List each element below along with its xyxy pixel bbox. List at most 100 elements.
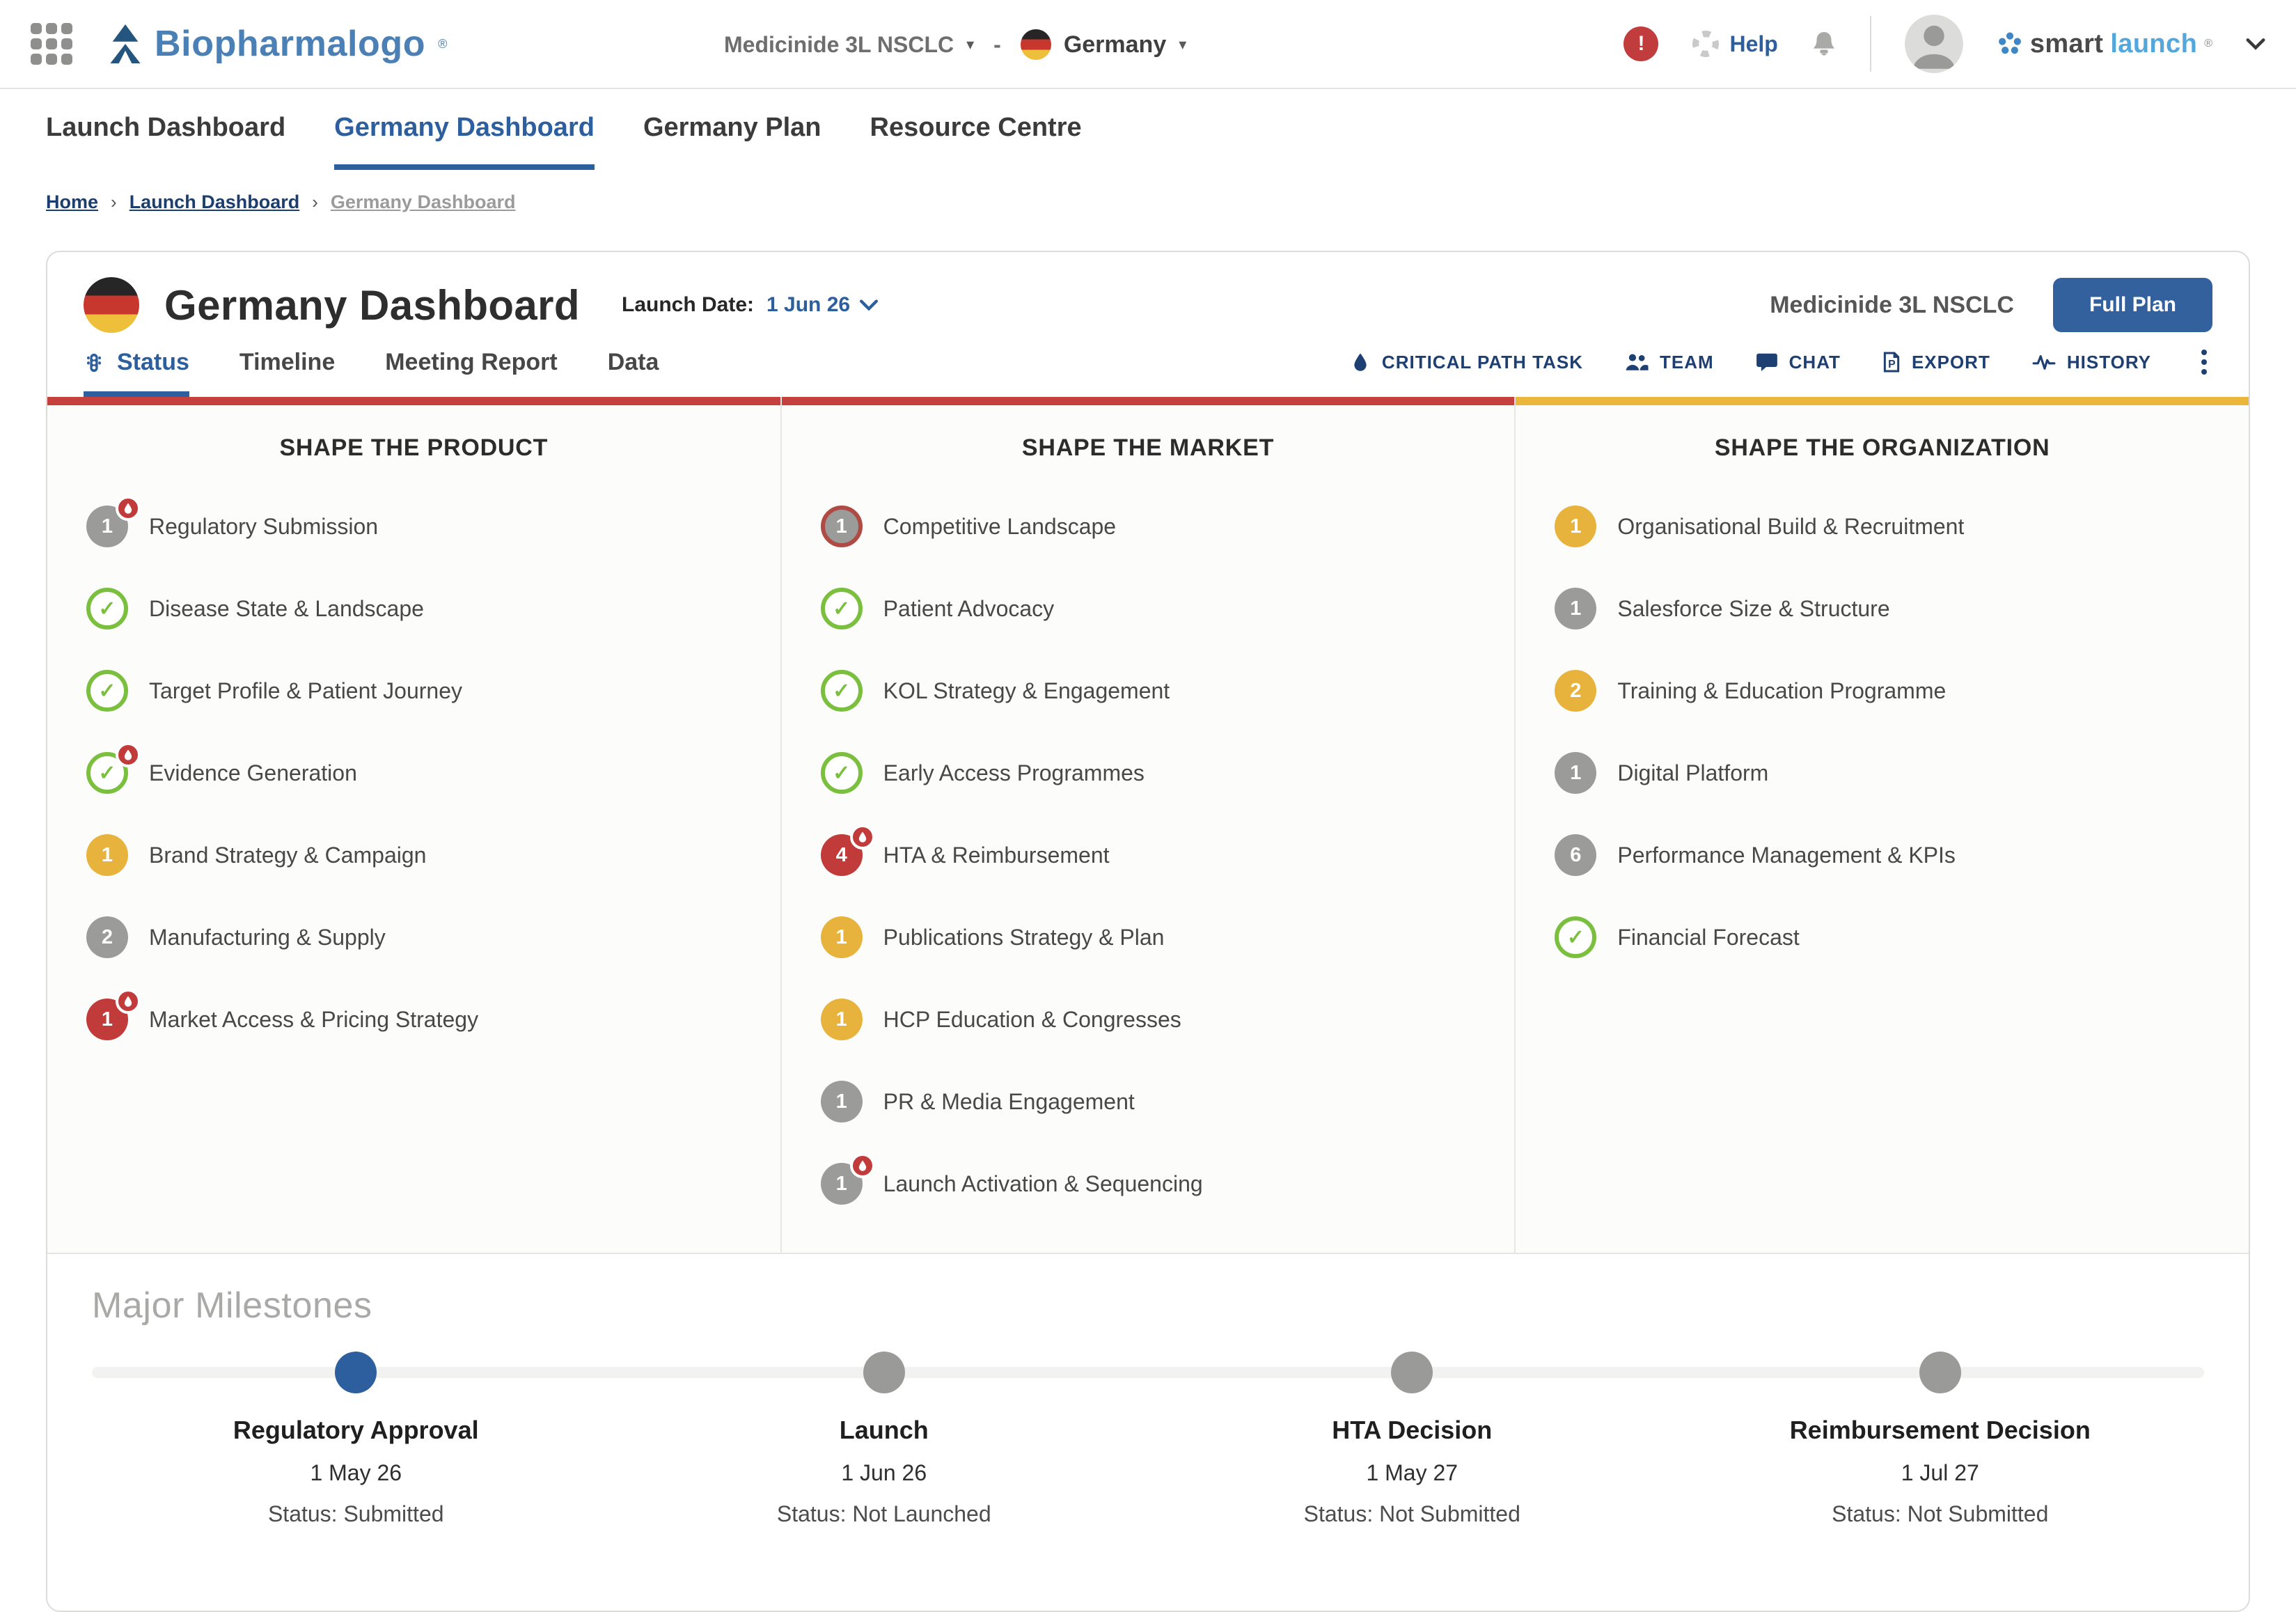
task-item-label: Launch Activation & Sequencing: [883, 1171, 1203, 1196]
milestones-track: Regulatory Approval 1 May 26 Status: Submi…: [92, 1352, 2204, 1527]
milestone-date: 1 Jul 27: [1901, 1460, 1979, 1485]
breadcrumb-link-home[interactable]: Home: [46, 191, 99, 212]
column-accent-bar: [781, 397, 1515, 405]
action-chat[interactable]: CHAT: [1756, 352, 1841, 373]
milestones-title: Major Milestones: [92, 1285, 372, 1326]
nav-tab-resource-centre[interactable]: Resource Centre: [870, 113, 1082, 142]
country-selector[interactable]: Germany ▾: [1020, 29, 1186, 60]
task-item-launch-activation-sequencing[interactable]: 1 Launch Activation & Sequencing: [820, 1143, 1501, 1225]
action-history[interactable]: HISTORY: [2032, 352, 2151, 373]
alert-icon[interactable]: !: [1623, 26, 1659, 61]
user-avatar[interactable]: [1904, 15, 1963, 73]
action-label: TEAM: [1659, 351, 1714, 373]
action-team[interactable]: TEAM: [1625, 352, 1714, 373]
task-item-regulatory-submission[interactable]: 1 Regulatory Submission: [86, 485, 766, 568]
product-name: Medicinide 3L NSCLC: [1770, 291, 2014, 318]
task-item-brand-strategy-campaign[interactable]: 1 Brand Strategy & Campaign: [86, 814, 766, 896]
task-item-label: Competitive Landscape: [883, 513, 1117, 539]
task-item-manufacturing-supply[interactable]: 2 Manufacturing & Supply: [86, 896, 766, 978]
column-task-list: 1 Organisational Build & Recruitment 1 Sale…: [1516, 480, 2249, 1006]
critical-flame-icon: [116, 496, 141, 521]
milestone-date: 1 May 26: [310, 1460, 402, 1485]
task-item-market-access-pricing-strategy[interactable]: 1 Market Access & Pricing Strategy: [86, 978, 766, 1061]
tab-label: Meeting Report: [385, 349, 558, 375]
task-item-financial-forecast[interactable]: ✓ Financial Forecast: [1555, 896, 2235, 978]
launch-date-value[interactable]: 1 Jun 26: [766, 293, 879, 317]
critical-flame-icon: [849, 1153, 875, 1178]
milestone-status: Status: Not Submitted: [1303, 1501, 1520, 1526]
task-item-hta-reimbursement[interactable]: 4 HTA & Reimbursement: [820, 814, 1501, 896]
brand-logo[interactable]: Biopharmalogo ®: [109, 23, 447, 65]
card-tabs-left: Status Timeline Meeting Report Data: [84, 349, 659, 397]
smartlaunch-launch: launch: [2110, 29, 2198, 58]
page: Biopharmalogo ® Medicinide 3L NSCLC ▾ - G…: [0, 15, 2296, 1612]
task-item-label: Performance Management & KPIs: [1617, 842, 1956, 868]
brand-triangle-icon: [109, 24, 142, 63]
status-count-badge: 1: [820, 1153, 875, 1205]
status-count-badge: 1: [820, 916, 863, 958]
badge-circle: ✓: [86, 752, 128, 794]
tab-meeting-report[interactable]: Meeting Report: [385, 349, 557, 397]
task-item-pr-media-engagement[interactable]: 1 PR & Media Engagement: [820, 1061, 1501, 1143]
task-item-label: Disease State & Landscape: [149, 595, 424, 621]
nav-tab-germany-plan[interactable]: Germany Plan: [643, 113, 821, 142]
dashboard-card: Germany Dashboard Launch Date: 1 Jun 26 …: [46, 251, 2250, 1612]
status-count-badge: 1: [820, 506, 863, 547]
status-count-badge: 1: [86, 989, 141, 1040]
brand-name: Biopharmalogo: [155, 24, 426, 64]
breadcrumb-link-germany-dashboard: Germany Dashboard: [330, 191, 516, 212]
breadcrumb-link-launch-dashboard[interactable]: Launch Dashboard: [129, 191, 300, 212]
action-export[interactable]: P EXPORT: [1882, 352, 1990, 373]
task-item-patient-advocacy[interactable]: ✓ Patient Advocacy: [820, 568, 1501, 650]
nav-tab-germany-dashboard[interactable]: Germany Dashboard: [334, 113, 595, 170]
badge-circle: ✓: [820, 752, 863, 794]
nav-tab-launch-dashboard[interactable]: Launch Dashboard: [46, 113, 286, 142]
full-plan-button[interactable]: Full Plan: [2052, 278, 2212, 332]
task-item-label: KOL Strategy & Engagement: [883, 678, 1170, 703]
badge-circle: 2: [1555, 670, 1597, 712]
action-label: CRITICAL PATH TASK: [1381, 351, 1583, 373]
action-label: EXPORT: [1911, 351, 1990, 373]
task-item-competitive-landscape[interactable]: 1 Competitive Landscape: [820, 485, 1501, 568]
product-selector[interactable]: Medicinide 3L NSCLC ▾: [724, 32, 974, 58]
task-item-hcp-education-congresses[interactable]: 1 HCP Education & Congresses: [820, 978, 1501, 1061]
status-count-badge: 1: [86, 834, 128, 876]
apps-grid-icon[interactable]: [31, 23, 72, 65]
badge-circle: 6: [1555, 834, 1597, 876]
milestone-dot: [335, 1352, 377, 1393]
status-count-badge: 2: [86, 916, 128, 958]
column-task-list: 1 Regulatory Submission ✓ Disease State & L…: [47, 480, 780, 1088]
task-item-evidence-generation[interactable]: ✓ Evidence Generation: [86, 732, 766, 814]
milestone-status: Status: Submitted: [267, 1501, 444, 1526]
tab-label: Data: [607, 349, 659, 375]
card-tabs-row: Status Timeline Meeting Report Data CRITICA…: [47, 344, 2249, 397]
task-item-label: Patient Advocacy: [883, 595, 1055, 621]
task-item-publications-strategy-plan[interactable]: 1 Publications Strategy & Plan: [820, 896, 1501, 978]
task-item-training-education-programme[interactable]: 2 Training & Education Programme: [1555, 650, 2235, 732]
breadcrumb: Home › Launch Dashboard › Germany Dashboard: [46, 181, 2296, 223]
help-button[interactable]: Help: [1692, 30, 1778, 58]
task-item-salesforce-size-structure[interactable]: 1 Salesforce Size & Structure: [1555, 568, 2235, 650]
task-item-digital-platform[interactable]: 1 Digital Platform: [1555, 732, 2235, 814]
milestone-hta-decision: HTA Decision 1 May 27 Status: Not Submitte…: [1148, 1352, 1676, 1527]
germany-flag-icon: [1020, 29, 1051, 60]
task-item-organisational-build-recruitment[interactable]: 1 Organisational Build & Recruitment: [1555, 485, 2235, 568]
tab-timeline[interactable]: Timeline: [239, 349, 335, 397]
lifebuoy-icon: [1692, 30, 1720, 58]
history-icon: [2032, 353, 2056, 371]
task-item-performance-management-kpis[interactable]: 6 Performance Management & KPIs: [1555, 814, 2235, 896]
column-shape-the-market: SHAPE THE MARKET 1 Competitive Landscape ✓ P…: [780, 397, 1515, 1253]
breadcrumb-separator: ›: [111, 191, 117, 212]
task-item-target-profile-patient-journey[interactable]: ✓ Target Profile & Patient Journey: [86, 650, 766, 732]
task-item-early-access-programmes[interactable]: ✓ Early Access Programmes: [820, 732, 1501, 814]
account-chevron-down-icon[interactable]: [2246, 38, 2265, 50]
action-critical-path-task[interactable]: CRITICAL PATH TASK: [1350, 352, 1583, 373]
more-options-kebab-icon[interactable]: [2196, 347, 2212, 377]
tab-data[interactable]: Data: [608, 349, 659, 397]
task-item-kol-strategy-engagement[interactable]: ✓ KOL Strategy & Engagement: [820, 650, 1501, 732]
tab-status[interactable]: Status: [84, 349, 189, 397]
status-count-badge: 2: [1555, 670, 1597, 712]
task-item-disease-state-landscape[interactable]: ✓ Disease State & Landscape: [86, 568, 766, 650]
notifications-bell-icon[interactable]: [1811, 30, 1837, 58]
status-count-badge: 6: [1555, 834, 1597, 876]
